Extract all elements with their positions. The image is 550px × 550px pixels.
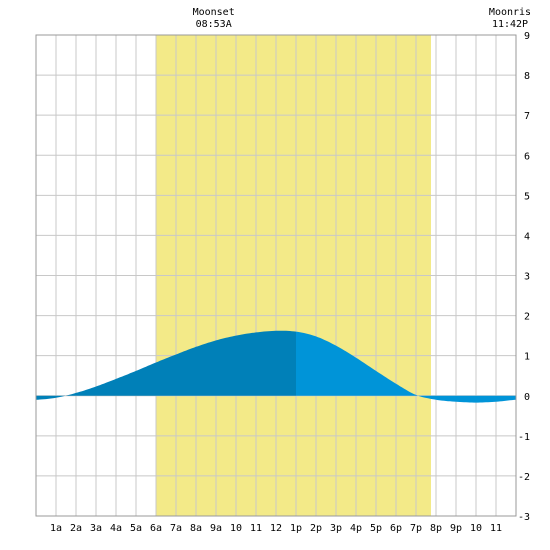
x-tick-label: 4p <box>350 523 362 534</box>
x-tick-label: 3a <box>90 523 102 534</box>
x-tick-label: 1p <box>290 523 302 534</box>
y-tick-label: 7 <box>524 111 530 122</box>
x-tick-label: 10 <box>230 523 242 534</box>
tide-area-rising <box>36 330 296 400</box>
moon-event-time: 11:42P <box>492 19 528 30</box>
x-tick-label: 7p <box>410 523 422 534</box>
y-tick-label: 9 <box>524 31 530 42</box>
y-tick-label: -3 <box>518 512 530 523</box>
y-tick-label: -1 <box>518 432 530 443</box>
x-tick-label: 4a <box>110 523 122 534</box>
x-tick-label: 11 <box>250 523 262 534</box>
x-tick-label: 2a <box>70 523 82 534</box>
y-tick-label: 4 <box>524 231 530 242</box>
x-tick-label: 8a <box>190 523 202 534</box>
x-tick-label: 12 <box>270 523 282 534</box>
plot-border <box>35 34 517 517</box>
y-tick-label: 6 <box>524 151 530 162</box>
y-tick-label: 2 <box>524 312 530 323</box>
x-tick-label: 2p <box>310 523 322 534</box>
grid-lines <box>36 35 516 516</box>
y-tick-label: 5 <box>524 191 530 202</box>
y-tick-label: 3 <box>524 272 530 283</box>
tide-area-falling <box>296 331 516 403</box>
y-tick-label: 0 <box>524 392 530 403</box>
tide-area <box>36 330 516 403</box>
x-tick-label: 9p <box>450 523 462 534</box>
x-tick-label: 11 <box>490 523 502 534</box>
x-tick-label: 1a <box>50 523 62 534</box>
x-tick-label: 5a <box>130 523 142 534</box>
x-tick-label: 8p <box>430 523 442 534</box>
moon-event-label: Moonset <box>193 7 235 18</box>
x-tick-label: 6p <box>390 523 402 534</box>
x-tick-label: 3p <box>330 523 342 534</box>
x-tick-labels: 1a 2a 3a 4a 5a 6a 7a 8a 9a 10 11 12 1p 2p 3p 4p 5p 6p 7p 8p… <box>50 523 502 534</box>
y-tick-label: -2 <box>518 472 530 483</box>
y-tick-labels: -3 -2 -1 0 1 2 3 4 5 6 7 8 9 <box>518 31 530 523</box>
moon-event-label: Moonris <box>489 7 531 18</box>
moon-event-time: 08:53A <box>196 19 232 30</box>
x-tick-label: 9a <box>210 523 222 534</box>
x-tick-label: 6a <box>150 523 162 534</box>
x-tick-label: 10 <box>470 523 482 534</box>
y-tick-label: 1 <box>524 352 530 363</box>
y-tick-label: 8 <box>524 71 530 82</box>
x-tick-label: 7a <box>170 523 182 534</box>
x-tick-label: 5p <box>370 523 382 534</box>
